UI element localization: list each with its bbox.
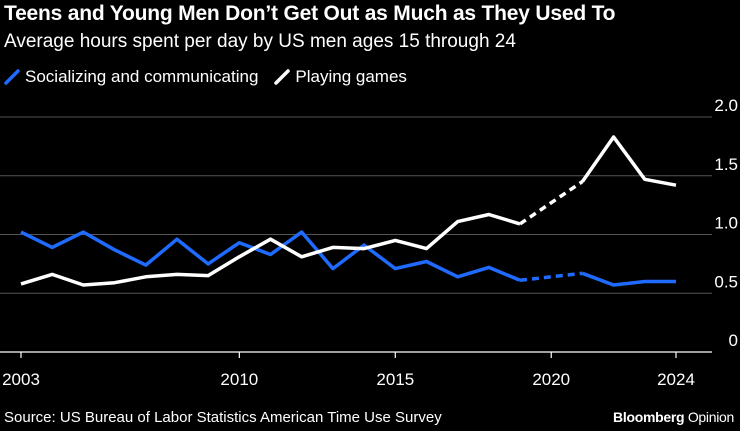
x-tick-label-3: 2020 <box>532 370 570 389</box>
data-point-1-2006 <box>113 281 116 284</box>
data-point-1-2005 <box>82 284 85 287</box>
legend-swatch-socializing <box>4 69 20 85</box>
data-point-0-2009 <box>207 262 210 265</box>
legend-swatch-games <box>274 69 291 85</box>
brand-opinion: Opinion <box>687 409 734 425</box>
series-line-1-gap <box>519 180 584 226</box>
brand-main: Bloomberg <box>613 409 685 425</box>
chart-title: Teens and Young Men Don’t Get Out as Muc… <box>4 2 616 25</box>
data-point-1-2017 <box>456 220 459 223</box>
legend-item-socializing: Socializing and communicating <box>4 67 258 87</box>
x-tick-label-1: 2010 <box>220 370 258 389</box>
data-point-0-2019 <box>519 279 522 282</box>
data-point-0-2024 <box>675 280 678 283</box>
data-point-0-2010 <box>238 241 241 244</box>
series-line-0-gap <box>519 271 583 283</box>
data-point-1-2009 <box>207 274 210 277</box>
data-point-0-2022 <box>612 284 615 287</box>
data-point-0-2005 <box>82 231 85 234</box>
data-point-1-2024 <box>675 184 678 187</box>
data-point-1-2007 <box>144 275 147 278</box>
data-point-1-2013 <box>331 246 334 249</box>
y-tick-label-3: 1.5 <box>714 155 738 174</box>
x-tick-label-0: 2003 <box>2 370 40 389</box>
data-point-0-2014 <box>363 244 366 247</box>
data-point-1-2022 <box>612 136 615 139</box>
series-line-0-part1 <box>20 230 521 282</box>
data-point-0-2003 <box>20 231 23 234</box>
series-line-1-part1 <box>20 212 521 287</box>
data-point-0-2023 <box>643 280 646 283</box>
bloomberg-opinion-logo: Bloomberg Opinion <box>613 409 734 425</box>
series-line-1-part2 <box>580 135 677 187</box>
x-tick-label-4: 2024 <box>657 370 695 389</box>
data-point-1-2014 <box>363 247 366 250</box>
data-point-1-2015 <box>394 239 397 242</box>
data-point-0-2013 <box>331 267 334 270</box>
y-tick-label-2: 1.0 <box>714 214 738 233</box>
data-point-0-2018 <box>487 266 490 269</box>
data-point-1-2010 <box>238 255 241 258</box>
data-point-1-2023 <box>643 178 646 181</box>
data-point-1-2021 <box>581 180 584 183</box>
data-point-1-2012 <box>300 255 303 258</box>
legend-label-games: Playing games <box>295 67 407 86</box>
data-point-1-2003 <box>20 282 23 285</box>
data-point-0-2007 <box>144 264 147 267</box>
data-point-1-2004 <box>51 273 54 276</box>
data-point-1-2016 <box>425 247 428 250</box>
chart-subtitle: Average hours spent per day by US men ag… <box>4 31 516 52</box>
y-tick-label-0: 0 <box>729 331 738 350</box>
y-tick-label-1: 0.5 <box>714 272 738 291</box>
legend: Socializing and communicating Playing ga… <box>4 67 423 87</box>
legend-item-games: Playing games <box>274 67 407 87</box>
data-point-0-2016 <box>425 260 428 263</box>
data-point-0-2006 <box>113 248 116 251</box>
data-point-0-2004 <box>51 246 54 249</box>
data-point-0-2012 <box>300 231 303 234</box>
source-note: Source: US Bureau of Labor Statistics Am… <box>4 409 442 426</box>
y-tick-label-4: 2.0 <box>714 96 738 115</box>
x-tick-label-2: 2015 <box>376 370 414 389</box>
data-point-1-2019 <box>519 222 522 225</box>
legend-label-socializing: Socializing and communicating <box>25 67 259 86</box>
data-point-0-2011 <box>269 253 272 256</box>
data-point-1-2011 <box>269 238 272 241</box>
data-point-1-2008 <box>176 273 179 276</box>
data-point-0-2008 <box>176 238 179 241</box>
data-point-1-2018 <box>487 213 490 216</box>
data-point-0-2021 <box>581 272 584 275</box>
data-point-0-2017 <box>456 275 459 278</box>
series-line-0-part2 <box>581 271 676 287</box>
data-point-0-2015 <box>394 267 397 270</box>
